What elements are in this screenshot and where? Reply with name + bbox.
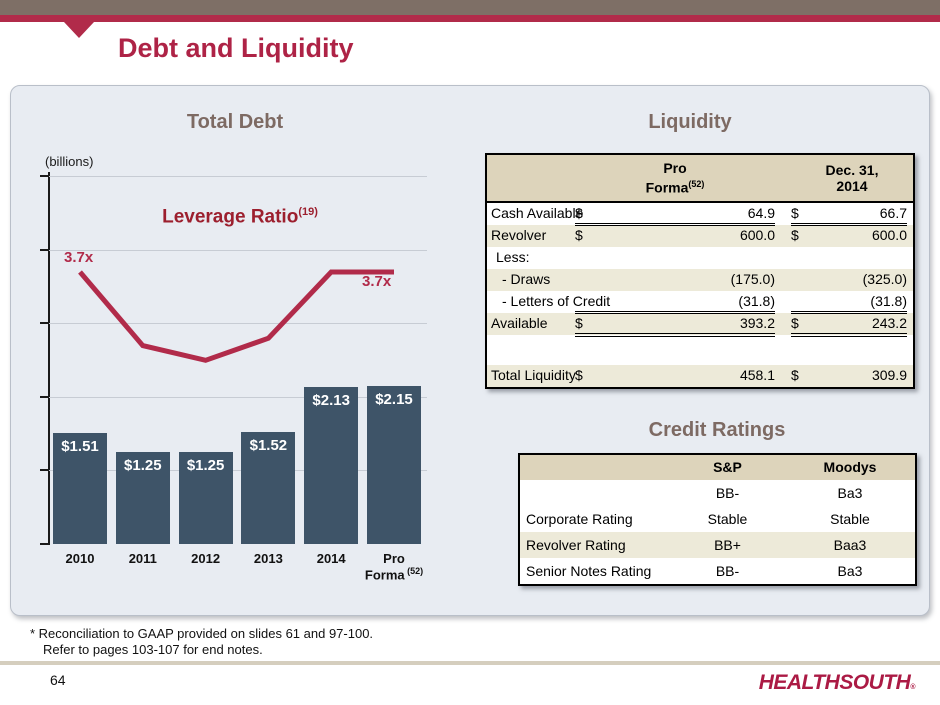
- liquidity-heading: Liquidity: [648, 111, 732, 133]
- credit-header-moodys: Moodys: [823, 459, 877, 475]
- liquidity-header-proforma: Pro Forma(52): [645, 160, 705, 196]
- y-axis-units-label: (billions): [45, 154, 94, 169]
- table-row-spacer: [487, 335, 913, 365]
- y-axis-line: [48, 172, 50, 545]
- footnote: * Reconciliation to GAAP provided on sli…: [30, 626, 373, 658]
- liquidity-table-header: Pro Forma(52) Dec. 31, 2014: [487, 155, 913, 203]
- credit-ratings-heading: Credit Ratings: [648, 419, 786, 441]
- table-row-available: Available $ 393.2 $ 243.2: [487, 313, 913, 337]
- liquidity-header-dec31: Dec. 31, 2014: [825, 162, 879, 194]
- footnote-line-1: * Reconciliation to GAAP provided on sli…: [30, 626, 374, 641]
- leverage-first-value-label: 3.7x: [64, 249, 94, 266]
- table-row-outlook: BB- Ba3: [715, 485, 863, 501]
- table-row-senior-notes-rating: Senior Notes Rating BB- Ba3: [526, 563, 863, 579]
- footnote-line-2: Refer to pages 103-107 for end notes.: [43, 642, 263, 657]
- table-row-cash-available: Cash Available $ 64.9 $ 66.7: [487, 203, 913, 226]
- credit-table-header: S&P Moodys: [520, 455, 915, 480]
- liquidity-table: Pro Forma(52) Dec. 31, 2014 Cash Availab…: [485, 153, 915, 389]
- table-row-revolver-rating: Revolver Rating BB+ Baa3: [520, 532, 915, 558]
- banner-triangle-icon: [64, 22, 94, 38]
- table-row-letters-of-credit: - Letters of Credit (31.8) (31.8): [487, 291, 913, 314]
- proforma-footnote-sup: (52): [688, 179, 705, 190]
- table-row-revolver: Revolver $ 600.0 $ 600.0: [487, 225, 913, 247]
- footer-divider: [0, 661, 940, 665]
- credit-header-sp: S&P: [713, 459, 742, 475]
- top-brown-bar: [0, 0, 940, 15]
- table-row-total-liquidity: Total Liquidity $ 458.1 $ 309.9: [487, 365, 913, 387]
- table-row-less: Less:: [496, 249, 530, 265]
- leverage-ratio-text: Leverage Ratio: [162, 206, 299, 228]
- table-row-draws: - Draws (175.0) (325.0): [487, 269, 913, 291]
- leverage-last-value-label: 3.7x: [362, 273, 392, 290]
- top-crimson-bar: [0, 15, 940, 22]
- page-number: 64: [50, 672, 66, 688]
- credit-ratings-table: S&P Moodys BB- Ba3 Corporate Rating Stab…: [518, 453, 917, 586]
- total-debt-heading: Total Debt: [186, 111, 284, 133]
- healthsouth-logo: HEALTHSOUTH®: [758, 671, 916, 694]
- leverage-ratio-label: Leverage Ratio(19): [120, 206, 360, 228]
- table-row-corporate-rating: Corporate Rating Stable Stable: [526, 511, 870, 527]
- leverage-ratio-footnote-sup: (19): [298, 206, 318, 218]
- page-title: Debt and Liquidity: [118, 33, 354, 63]
- registered-mark-icon: ®: [910, 684, 915, 691]
